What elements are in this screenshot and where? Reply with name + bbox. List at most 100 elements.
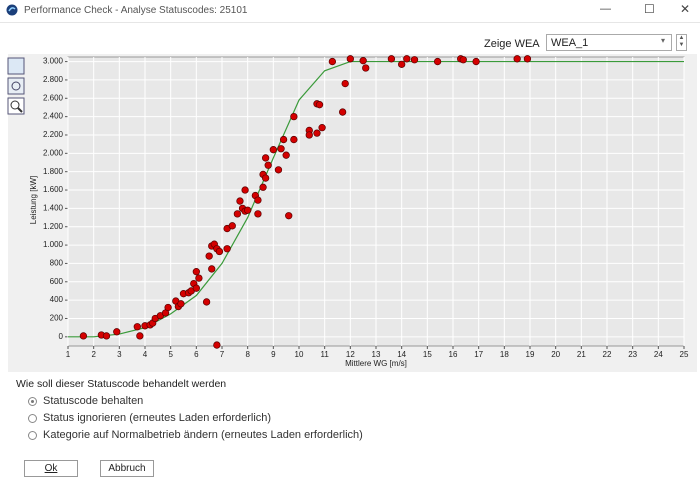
y-tick-label: 2.200 — [43, 130, 64, 139]
data-point — [208, 265, 216, 273]
data-point — [192, 268, 200, 276]
x-tick-label: 24 — [654, 350, 663, 359]
selector-label: Zeige WEA — [484, 38, 540, 50]
data-point — [359, 57, 367, 65]
radio-option[interactable]: Status ignorieren (erneutes Laden erford… — [28, 412, 271, 424]
x-tick-label: 2 — [91, 350, 96, 359]
x-tick-label: 9 — [271, 350, 276, 359]
data-point — [241, 186, 249, 194]
y-tick-label: 2.600 — [43, 93, 64, 102]
data-point — [318, 123, 326, 132]
close-button[interactable]: ✕ — [680, 2, 691, 16]
x-tick-label: 13 — [372, 350, 381, 359]
y-tick-label: 200 — [50, 314, 64, 323]
data-point — [341, 79, 349, 88]
radio-label: Status ignorieren (erneutes Laden erford… — [43, 412, 272, 424]
data-point — [513, 55, 521, 63]
data-point — [164, 303, 172, 312]
ok-button[interactable]: Ok — [24, 460, 78, 477]
data-point — [113, 328, 121, 336]
data-point — [313, 129, 321, 137]
data-point — [195, 274, 203, 282]
data-point — [282, 151, 290, 159]
chart: Mittlere WG [m/s] Leistung [kW] 0 200 400 6… — [7, 54, 697, 372]
data-point — [346, 55, 354, 63]
y-axis-label: Leistung [kW] — [29, 176, 38, 224]
window-title: Performance Check - Analyse Statuscodes:… — [24, 5, 248, 16]
data-point — [79, 332, 88, 340]
data-point — [254, 210, 262, 218]
x-tick-label: 25 — [680, 350, 689, 359]
x-tick-label: 19 — [526, 350, 535, 359]
spin-button[interactable]: ▲ ▼ — [676, 34, 687, 51]
y-tick-label: 2.800 — [43, 75, 64, 84]
x-tick-label: 21 — [577, 350, 586, 359]
data-point — [244, 206, 252, 214]
data-point — [277, 145, 285, 153]
data-point — [290, 112, 298, 121]
data-point — [398, 60, 406, 68]
data-point — [202, 298, 211, 306]
y-tick-label: 800 — [50, 259, 64, 268]
radio-option[interactable]: Kategorie auf Normalbetrieb ändern (erne… — [28, 429, 363, 441]
minimize-button[interactable]: — — [600, 3, 611, 15]
y-tick-label: 1.600 — [43, 185, 64, 194]
data-point — [305, 131, 313, 139]
x-tick-label: 6 — [194, 350, 199, 359]
data-point — [362, 64, 370, 72]
data-point — [136, 332, 144, 340]
data-point — [133, 323, 141, 331]
data-point — [338, 108, 347, 116]
x-tick-label: 16 — [449, 350, 458, 359]
settings-tool[interactable] — [7, 77, 25, 95]
x-tick-label: 17 — [474, 350, 483, 359]
x-tick-label: 7 — [220, 350, 225, 359]
y-tick-label: 400 — [50, 295, 64, 304]
data-point — [215, 247, 224, 256]
ok-label: Ok — [44, 463, 58, 474]
data-point — [410, 56, 419, 64]
data-point — [433, 57, 442, 66]
y-tick-label: 1.200 — [43, 222, 64, 231]
data-point — [177, 300, 185, 308]
export-tool[interactable] — [7, 57, 25, 75]
y-tick-label: 0 — [59, 332, 64, 341]
radio-dot — [28, 396, 37, 406]
data-point — [205, 252, 213, 260]
y-tick-label: 1.400 — [43, 203, 64, 212]
x-tick-label: 22 — [603, 350, 612, 359]
data-point — [228, 222, 236, 230]
cancel-button[interactable]: Abbruch — [100, 460, 154, 477]
y-tick-label: 3.000 — [43, 57, 64, 66]
wea-dropdown[interactable]: WEA_1 ▾ — [546, 34, 672, 51]
x-tick-label: 14 — [397, 350, 406, 359]
y-tick-label: 600 — [50, 277, 64, 286]
x-tick-label: 5 — [168, 350, 173, 359]
data-point — [315, 101, 324, 109]
data-point — [259, 183, 267, 191]
data-point — [192, 284, 200, 292]
data-point — [523, 55, 532, 63]
radio-option[interactable]: Statuscode behalten — [28, 395, 143, 407]
x-tick-label: 20 — [551, 350, 560, 359]
x-axis-label: Mittlere WG [m/s] — [345, 359, 407, 368]
maximize-button[interactable]: ☐ — [644, 2, 655, 16]
data-point — [387, 55, 396, 63]
data-point — [213, 341, 221, 349]
x-tick-label: 8 — [245, 350, 250, 359]
data-point — [285, 212, 293, 220]
y-tick-label: 1.800 — [43, 167, 64, 176]
data-point — [233, 210, 242, 218]
app-icon — [6, 4, 18, 16]
data-point — [328, 57, 337, 66]
dropdown-arrow: ▾ — [661, 36, 666, 45]
y-tick-label: 1.000 — [43, 240, 64, 249]
dropdown-value: WEA_1 — [551, 37, 589, 49]
cancel-label: Abbruch — [108, 463, 146, 474]
y-tick-label: 2.400 — [43, 112, 64, 121]
x-tick-label: 1 — [66, 350, 71, 359]
question: Wie soll dieser Statuscode behandelt wer… — [16, 378, 227, 390]
data-point — [261, 174, 270, 182]
data-point — [459, 56, 467, 64]
data-point — [264, 161, 272, 169]
